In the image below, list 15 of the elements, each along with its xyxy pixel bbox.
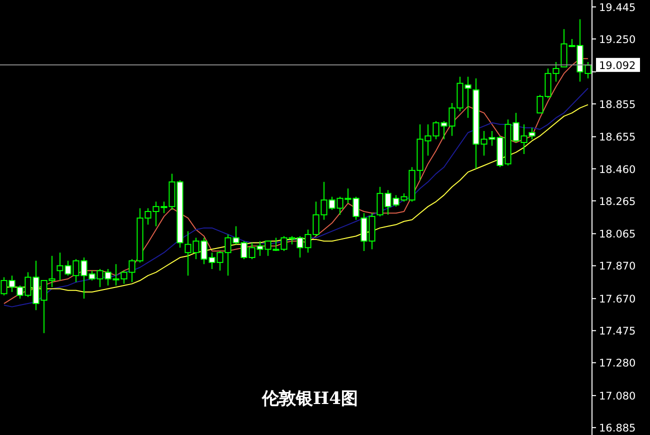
y-tick-label: 17.280 xyxy=(599,358,636,370)
y-tick-label: 19.445 xyxy=(599,2,636,14)
y-tick-label: 17.080 xyxy=(599,390,636,403)
y-tick-label: 18.855 xyxy=(599,98,636,111)
y-tick-label: 18.460 xyxy=(599,164,636,176)
y-tick-label: 17.475 xyxy=(599,326,636,338)
y-tick-label: 18.655 xyxy=(599,132,636,144)
text: 伦敦银H4图 xyxy=(261,389,358,409)
y-tick-label: 18.065 xyxy=(599,228,636,241)
y-tick-label: 17.870 xyxy=(599,260,636,273)
y-tick-label: 19.250 xyxy=(599,34,636,46)
y-tick-label: 17.670 xyxy=(599,294,636,306)
ref-line-label: 19.092 xyxy=(599,60,636,72)
y-tick-label: 18.265 xyxy=(599,196,636,208)
y-tick-label: 16.885 xyxy=(599,422,636,435)
